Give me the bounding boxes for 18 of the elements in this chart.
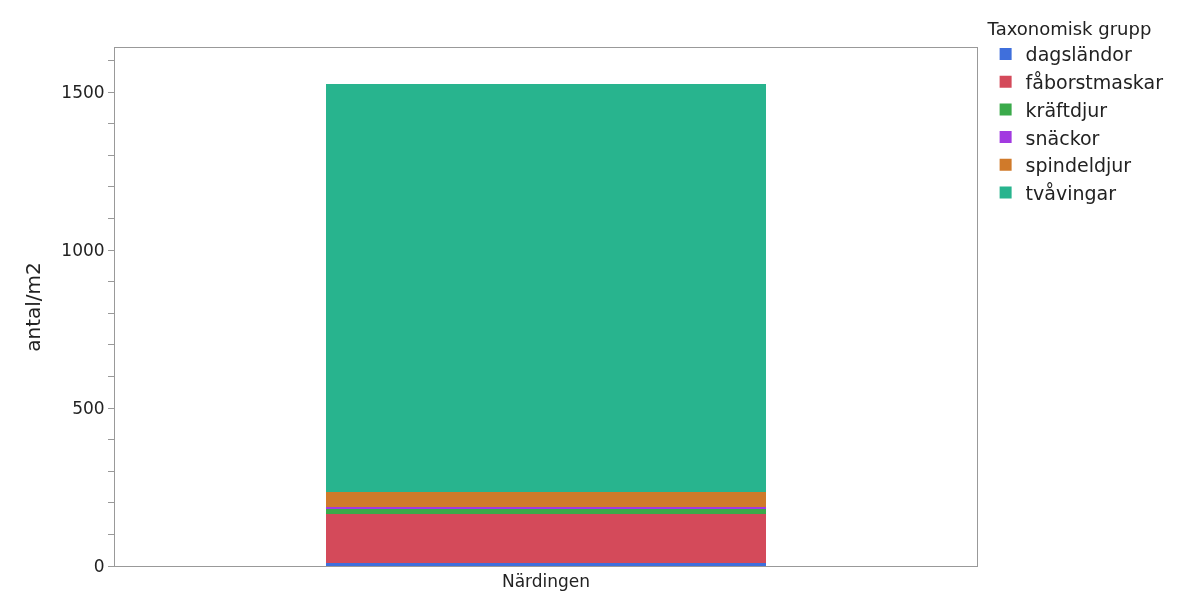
legend-label: spindeldjur [1025, 154, 1132, 177]
y-tick-label: 500 [72, 398, 105, 419]
legend-label: tvåvingar [1025, 181, 1117, 204]
bar [326, 563, 766, 566]
y-axis-title: antal/m2 [20, 262, 45, 352]
legend-title: Taxonomisk grupp [986, 18, 1152, 40]
x-tick-label: Närdingen [501, 571, 591, 592]
bar [326, 509, 766, 515]
legend-label: fåborstmaskar [1025, 71, 1164, 94]
legend-label: kräftdjur [1025, 98, 1108, 121]
bar [326, 514, 766, 564]
bar [326, 84, 766, 492]
y-tick-label: 1500 [61, 82, 105, 103]
legend-label: snäckor [1025, 126, 1100, 149]
y-tick-label: 0 [93, 555, 105, 576]
y-tick-label: 1000 [61, 240, 105, 261]
bar [326, 491, 766, 507]
legend-label: dagsländor [1025, 43, 1132, 66]
